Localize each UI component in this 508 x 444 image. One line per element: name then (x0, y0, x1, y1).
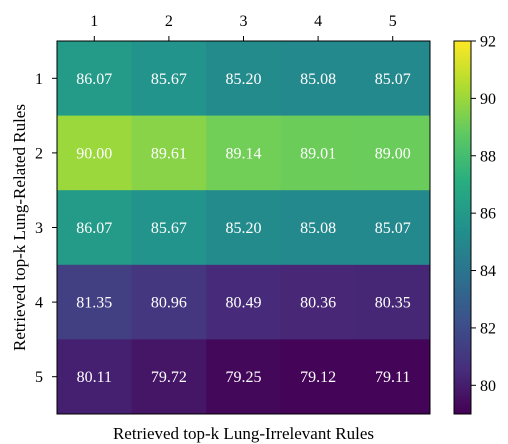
heatmap-cell-r5-c1 (57, 339, 133, 415)
y-tick-label-1: 1 (35, 71, 43, 88)
x-tick-label-1: 1 (90, 13, 98, 30)
cell-value-label-r2-c2: 89.61 (151, 145, 187, 162)
heatmap-cell-r1-c5 (355, 41, 431, 117)
heatmap-cell-r1-c4 (280, 41, 356, 117)
heatmap-cell-r3-c2 (131, 190, 207, 266)
x-tick-label-2: 2 (165, 13, 173, 30)
heatmap-cell-r2-c4 (280, 115, 356, 191)
y-tick-label-5: 5 (35, 369, 43, 386)
colorbar-tick-label-88: 88 (480, 148, 496, 165)
cell-value-label-r4-c4: 80.36 (300, 295, 336, 312)
heatmap-cell-r4-c3 (206, 264, 282, 340)
cell-value-label-r4-c3: 80.49 (226, 295, 262, 312)
cell-value-label-r1-c4: 85.08 (300, 71, 336, 88)
heatmap-cell-r4-c1 (57, 264, 133, 340)
cell-value-label-r2-c4: 89.01 (300, 145, 336, 162)
colorbar-tick-label-84: 84 (480, 263, 496, 280)
cell-value-label-r5-c3: 79.25 (226, 369, 262, 386)
heatmap-cell-r3-c5 (355, 190, 431, 266)
x-axis-ticks: 1 2 3 4 5 (90, 13, 397, 41)
heatmap-cell-r4-c2 (131, 264, 207, 340)
heatmap-cell-r3-c1 (57, 190, 133, 266)
cell-value-label-r3-c1: 86.07 (76, 220, 112, 237)
y-axis-title: Retrieved top-k Lung-Related Rules (10, 104, 29, 351)
cell-value-label-r5-c5: 79.11 (375, 369, 410, 386)
heatmap-cell-r1-c1 (57, 41, 133, 117)
cell-value-label-r3-c2: 85.67 (151, 220, 187, 237)
cell-value-label-r2-c1: 90.00 (76, 145, 112, 162)
cell-value-label-r5-c1: 80.11 (77, 369, 112, 386)
x-tick-label-5: 5 (389, 13, 397, 30)
colorbar-tick-label-92: 92 (480, 34, 496, 51)
heatmap-cell-r4-c5 (355, 264, 431, 340)
x-tick-label-4: 4 (314, 13, 322, 30)
heatmap-cell-r1-c2 (131, 41, 207, 117)
heatmap-cells (57, 41, 431, 415)
heatmap-cell-r2-c2 (131, 115, 207, 191)
colorbar-tick-label-86: 86 (480, 206, 496, 223)
heatmap-cell-r5-c3 (206, 339, 282, 415)
heatmap-cell-r5-c4 (280, 339, 356, 415)
y-tick-label-3: 3 (35, 220, 43, 237)
cell-value-label-r2-c3: 89.14 (226, 145, 262, 162)
cell-value-label-r1-c5: 85.07 (375, 71, 411, 88)
heatmap-value-labels: 86.07 85.67 85.20 85.08 85.07 90.00 89.61 89.14… (76, 71, 410, 386)
colorbar-tick-label-90: 90 (480, 91, 496, 108)
cell-value-label-r1-c1: 86.07 (76, 71, 112, 88)
heatmap-cell-r2-c1 (57, 115, 133, 191)
heatmap-cell-r2-c5 (355, 115, 431, 191)
cell-value-label-r1-c3: 85.20 (226, 71, 262, 88)
colorbar (453, 40, 472, 415)
heatmap-cell-r3-c4 (280, 190, 356, 266)
cell-value-label-r5-c4: 79.12 (300, 369, 336, 386)
heatmap-cell-r2-c3 (206, 115, 282, 191)
cell-value-label-r4-c2: 80.96 (151, 295, 187, 312)
cell-value-label-r3-c5: 85.07 (375, 220, 411, 237)
heatmap-cell-r5-c2 (131, 339, 207, 415)
cell-value-label-r4-c5: 80.35 (375, 295, 411, 312)
heatmap-cell-r4-c4 (280, 264, 356, 340)
heatmap-cell-r5-c5 (355, 339, 431, 415)
colorbar-tick-label-82: 82 (480, 320, 496, 337)
heatmap-cell-r1-c3 (206, 41, 282, 117)
colorbar-ticks: 80 82 84 86 88 90 92 (471, 34, 496, 395)
cell-value-label-r5-c2: 79.72 (151, 369, 187, 386)
heatmap-cell-r3-c3 (206, 190, 282, 266)
cell-value-label-r2-c5: 89.00 (375, 145, 411, 162)
x-axis-title: Retrieved top-k Lung-Irrelevant Rules (113, 424, 374, 443)
y-tick-label-4: 4 (35, 295, 43, 312)
cell-value-label-r3-c4: 85.08 (300, 220, 336, 237)
colorbar-tick-label-80: 80 (480, 378, 496, 395)
cell-value-label-r1-c2: 85.67 (151, 71, 187, 88)
cell-value-label-r4-c1: 81.35 (76, 295, 112, 312)
y-axis-ticks: 1 2 3 4 5 (35, 71, 57, 386)
y-tick-label-2: 2 (35, 145, 43, 162)
x-tick-label-3: 3 (240, 13, 248, 30)
cell-value-label-r3-c3: 85.20 (226, 220, 262, 237)
